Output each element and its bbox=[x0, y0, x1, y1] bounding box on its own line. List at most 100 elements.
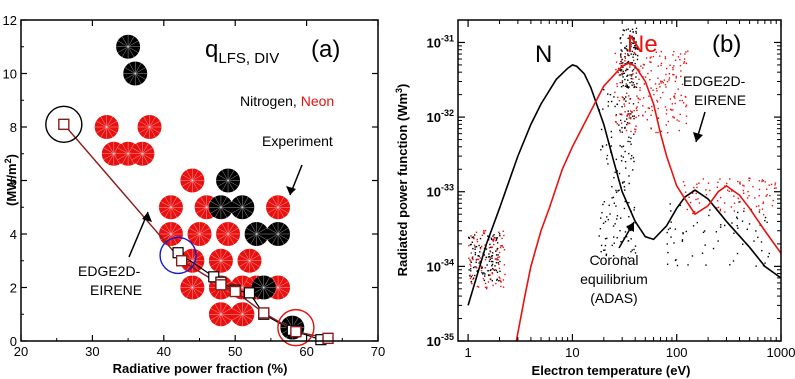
experiment-neon-point-ray bbox=[249, 254, 260, 261]
panel-b-ytick-label: 10-35 bbox=[427, 332, 454, 349]
experiment-neon-point-ray bbox=[277, 207, 289, 214]
n-modelled-dot bbox=[768, 252, 770, 255]
n-modelled-dot bbox=[491, 263, 494, 266]
n-modelled-dot bbox=[490, 260, 493, 263]
ne-modelled-dot bbox=[761, 208, 764, 210]
n-modelled-dot bbox=[625, 235, 628, 238]
n-modelled-dot bbox=[485, 256, 488, 259]
n-modelled-dot bbox=[628, 136, 630, 138]
ne-modelled-dot bbox=[668, 79, 670, 81]
panel-b: 1 10 100 1000 10-35 10-34 10-33 10-32 10-31 N Ne… bbox=[394, 19, 795, 378]
ne-modelled-dot bbox=[656, 90, 658, 92]
experiment-neon-point-ray bbox=[149, 120, 161, 128]
ne-modelled-dot bbox=[500, 281, 502, 283]
experiment-nitrogen-point-ray bbox=[231, 207, 243, 214]
experiment-neon-point-ray bbox=[100, 116, 107, 128]
n-modelled-dot bbox=[720, 224, 722, 226]
experiment-nitrogen-point-ray bbox=[246, 233, 257, 241]
experiment-neon-point-ray bbox=[103, 153, 114, 160]
panel-a-ytick-label: 2 bbox=[10, 281, 17, 296]
experiment-nitrogen-point-ray bbox=[236, 207, 243, 218]
n-modelled-dot bbox=[635, 76, 637, 78]
ne-modelled-dot bbox=[689, 201, 692, 204]
n-modelled-dot bbox=[469, 243, 472, 246]
ne-modelled-dot bbox=[678, 129, 681, 132]
experiment-nitrogen-point-ray bbox=[242, 196, 249, 208]
ne-modelled-dot bbox=[631, 110, 633, 113]
ne-modelled-dot bbox=[618, 99, 621, 102]
n-modelled-dot bbox=[621, 106, 623, 108]
ne-modelled-dot bbox=[633, 51, 635, 54]
n-modelled-dot bbox=[483, 254, 486, 256]
ne-modelled-dot bbox=[616, 123, 618, 125]
ne-modelled-dot bbox=[502, 279, 505, 281]
experiment-arrowhead bbox=[286, 186, 296, 195]
n-modelled-dot bbox=[599, 227, 602, 230]
ne-modelled-dot bbox=[664, 83, 667, 86]
ne-modelled-dot bbox=[717, 181, 719, 184]
n-modelled-dot bbox=[612, 225, 615, 227]
ne-modelled-dot bbox=[695, 198, 697, 201]
ne-modelled-dot bbox=[636, 106, 638, 108]
n-modelled-dot bbox=[601, 146, 604, 148]
n-modelled-dot bbox=[609, 93, 612, 96]
experiment-neon-point-ray bbox=[149, 116, 156, 128]
experiment-nitrogen-point bbox=[216, 168, 241, 193]
ne-modelled-dot bbox=[737, 180, 739, 183]
ne-modelled-dot bbox=[758, 188, 761, 191]
n-modelled-dot bbox=[614, 171, 616, 174]
coronal-line3: (ADAS) bbox=[590, 290, 637, 306]
ne-modelled-dot bbox=[652, 55, 655, 58]
ne-modelled-dot bbox=[752, 185, 754, 188]
n-modelled-dot bbox=[636, 48, 639, 50]
ne-modelled-dot bbox=[661, 80, 663, 83]
experiment-nitrogen-point bbox=[244, 222, 269, 246]
experiment-neon-point-ray bbox=[170, 223, 178, 235]
n-modelled-dot bbox=[626, 118, 628, 120]
n-modelled-dot bbox=[622, 62, 624, 64]
ne-modelled-dot bbox=[666, 80, 669, 83]
n-modelled-dot bbox=[493, 269, 496, 271]
n-modelled-dot bbox=[634, 67, 636, 69]
model-annotation-line2: EIRENE bbox=[90, 282, 142, 298]
experiment-neon-point-ray bbox=[136, 153, 143, 165]
n-modelled-dot bbox=[613, 236, 615, 238]
n-modelled-dot bbox=[674, 228, 677, 230]
experiment-neon-point-ray bbox=[127, 153, 135, 165]
experiment-annotation: Experiment bbox=[262, 133, 333, 149]
n-modelled-dot bbox=[621, 146, 623, 148]
n-modelled-dot bbox=[611, 197, 613, 199]
ne-modelled-dot bbox=[665, 113, 668, 115]
n-modelled-dot bbox=[622, 76, 624, 78]
n-modelled-dot bbox=[604, 220, 607, 223]
ne-modelled-dot bbox=[693, 186, 695, 189]
n-modelled-dot bbox=[625, 100, 627, 102]
ne-modelled-dot bbox=[669, 108, 672, 111]
ne-modelled-dot bbox=[480, 269, 483, 272]
ne-modelled-dot bbox=[716, 200, 719, 202]
n-modelled-dot bbox=[632, 42, 635, 44]
highlight-circle-red bbox=[277, 308, 315, 347]
n-modelled-dot bbox=[632, 56, 634, 58]
n-modelled-dot bbox=[753, 240, 755, 242]
n-modelled-dot bbox=[628, 86, 630, 88]
n-modelled-dot bbox=[624, 85, 627, 87]
n-modelled-dot bbox=[474, 246, 476, 248]
panel-b-xlabel: Electron temperature (eV) bbox=[532, 363, 691, 378]
ne-modelled-dot bbox=[660, 130, 662, 133]
ne-modelled-dot bbox=[775, 187, 777, 189]
experiment-neon-point-ray bbox=[271, 276, 279, 288]
experiment-neon-point bbox=[237, 248, 262, 273]
n-modelled-dot bbox=[490, 238, 493, 241]
panel-a-xtick-label: 50 bbox=[228, 344, 242, 359]
n-modelled-dot bbox=[635, 27, 638, 30]
n-modelled-dot bbox=[624, 47, 626, 49]
ne-modelled-dot bbox=[665, 124, 668, 126]
n-modelled-dot bbox=[479, 237, 482, 240]
ne-modelled-dot bbox=[739, 201, 741, 203]
n-modelled-dot bbox=[625, 96, 627, 98]
n-modelled-dot bbox=[634, 252, 637, 254]
ne-modelled-dot bbox=[746, 197, 749, 199]
ne-modelled-dot bbox=[472, 258, 474, 261]
n-modelled-dot bbox=[629, 34, 631, 37]
